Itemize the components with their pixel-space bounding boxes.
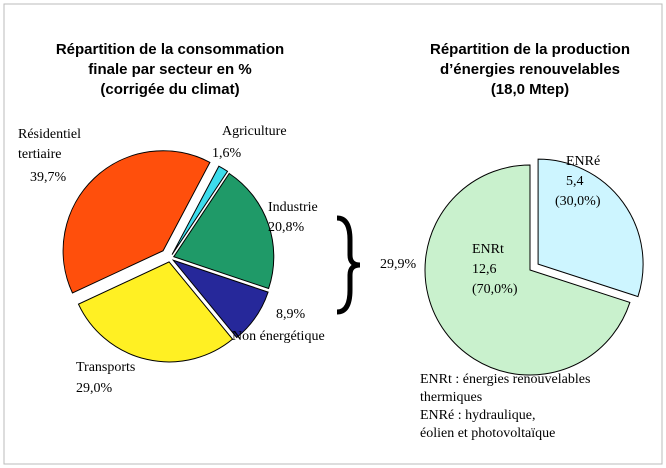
slice-label: Non énergétique [232,329,325,344]
note: thermiques [420,390,482,405]
chart-title: (18,0 Mtep) [491,81,569,98]
slice-label: Transports [76,360,135,375]
value-label: 8,9% [276,307,306,322]
value-label: 39,7% [30,170,67,185]
chart-title: (corrigée du climat) [100,81,239,98]
pie-slice [537,158,644,298]
note: ENRé : hydraulique, [420,408,535,423]
percent-label: (30,0%) [555,194,601,209]
pie-slice [62,150,211,294]
pie-slice [171,165,229,255]
note: éolien et photovoltaïque [420,426,555,441]
brace [336,215,361,315]
slice-label: Résidentiel [18,127,81,142]
slice-label: ENRé [566,154,600,169]
slice-label: Industrie [268,200,318,215]
value-label: 20,8% [268,220,305,235]
value-label: 1,6% [212,146,242,161]
percent-label: (70,0%) [472,282,518,297]
note: ENRt : énergies renouvelables [420,372,590,387]
pie-slice [77,261,234,363]
chart-title: d’énergies renouvelables [440,61,620,78]
slice-label: ENRt [472,242,504,257]
chart-title: finale par secteur en % [88,61,251,78]
chart-title: Répartition de la consommation [56,41,284,58]
frame [3,3,663,465]
slice-label: tertiaire [18,147,62,162]
value-label: 5,4 [566,174,584,189]
chart-title: Répartition de la production [430,41,630,58]
pie-slice [171,259,269,339]
annotation: 29,9% [380,257,417,272]
value-label: 12,6 [472,262,497,277]
pie-slice [173,172,275,290]
slice-label: Agriculture [222,124,287,139]
pie-slice [424,164,631,376]
value-label: 29,0% [76,381,113,396]
